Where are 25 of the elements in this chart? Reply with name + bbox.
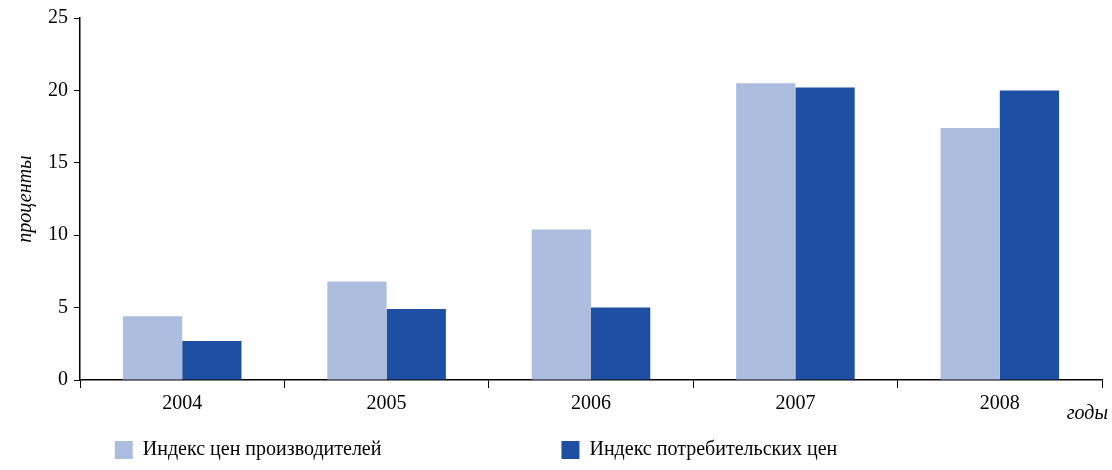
- x-tick-label: 2005: [366, 391, 407, 414]
- y-tick-label: 5: [58, 294, 68, 317]
- bar: [736, 83, 796, 380]
- bar: [327, 281, 387, 380]
- x-axis-title: годы: [1066, 401, 1108, 424]
- x-tick-label: 2006: [571, 391, 611, 414]
- y-tick-label: 15: [48, 150, 68, 173]
- y-tick-label: 20: [48, 77, 68, 100]
- x-tick-label: 2008: [979, 391, 1020, 414]
- y-tick-label: 10: [48, 222, 68, 245]
- bar: [795, 87, 855, 380]
- bar: [591, 307, 651, 380]
- bar: [182, 340, 242, 380]
- y-axis-title: проценты: [13, 155, 37, 243]
- bar: [940, 128, 1000, 380]
- bar: [386, 309, 446, 380]
- legend-label: Индекс цен производителей: [142, 437, 542, 461]
- bar: [999, 90, 1060, 380]
- legend-label: Индекс потребительских цен: [589, 437, 998, 461]
- x-tick-label: 2004: [162, 391, 203, 414]
- y-tick-label: 25: [48, 5, 68, 28]
- y-tick-label: 0: [58, 367, 68, 390]
- bar: [122, 316, 183, 380]
- x-tick-label: 2007: [775, 391, 816, 414]
- bar: [531, 229, 591, 380]
